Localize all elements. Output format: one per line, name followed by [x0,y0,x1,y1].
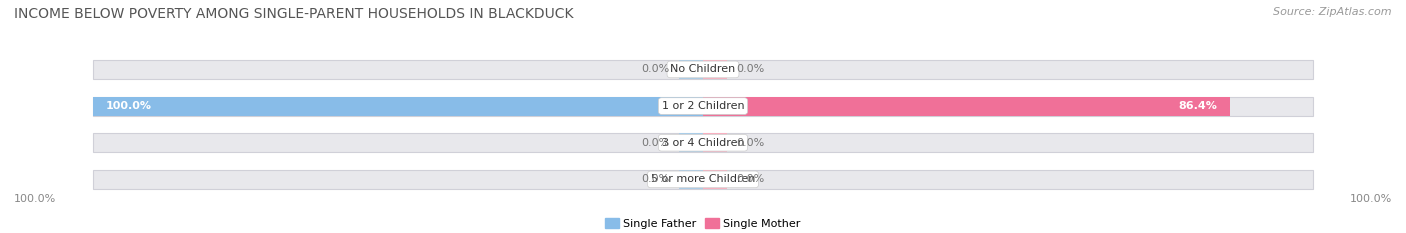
Bar [703,60,1313,79]
Text: 100.0%: 100.0% [1350,194,1392,204]
Text: 0.0%: 0.0% [641,174,669,184]
Bar [703,133,727,152]
Bar [703,133,1313,152]
Bar [93,133,703,152]
Text: 0.0%: 0.0% [737,65,765,74]
Text: INCOME BELOW POVERTY AMONG SINGLE-PARENT HOUSEHOLDS IN BLACKDUCK: INCOME BELOW POVERTY AMONG SINGLE-PARENT… [14,7,574,21]
Bar [93,170,703,189]
Text: 0.0%: 0.0% [737,174,765,184]
Bar [703,60,727,79]
Text: Source: ZipAtlas.com: Source: ZipAtlas.com [1274,7,1392,17]
Legend: Single Father, Single Mother: Single Father, Single Mother [606,218,800,229]
Bar [703,170,1313,189]
Text: 1 or 2 Children: 1 or 2 Children [662,101,744,111]
Bar [679,60,703,79]
Text: 5 or more Children: 5 or more Children [651,174,755,184]
Bar [93,96,703,116]
Text: 3 or 4 Children: 3 or 4 Children [662,138,744,148]
Text: 0.0%: 0.0% [641,65,669,74]
Bar [679,133,703,152]
Bar [703,170,727,189]
Text: No Children: No Children [671,65,735,74]
Bar [93,96,703,116]
Text: 0.0%: 0.0% [737,138,765,148]
Text: 86.4%: 86.4% [1178,101,1218,111]
Text: 100.0%: 100.0% [14,194,56,204]
Text: 0.0%: 0.0% [641,138,669,148]
Bar [679,170,703,189]
Bar [93,60,703,79]
Bar [703,96,1313,116]
Text: 100.0%: 100.0% [105,101,152,111]
Bar [703,96,1230,116]
